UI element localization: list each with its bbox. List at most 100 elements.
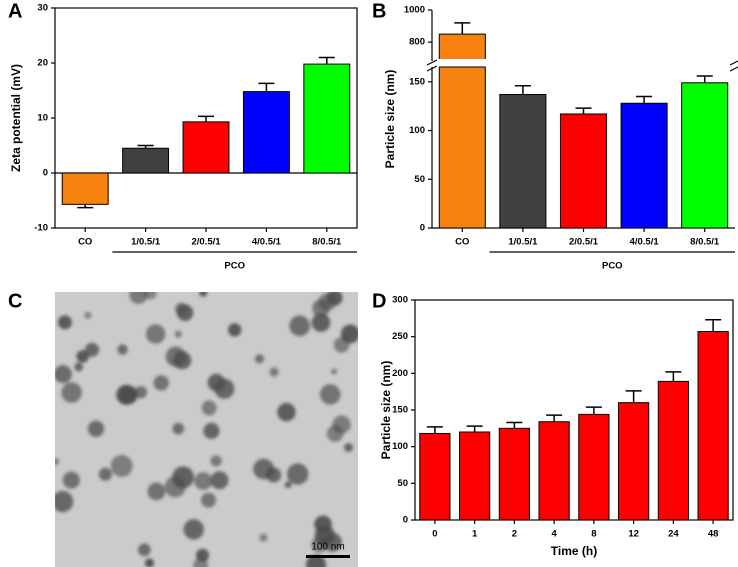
error-bar — [506, 421, 523, 429]
particle — [210, 455, 222, 467]
x-tick-label: 2 — [512, 529, 517, 540]
error-bar — [454, 22, 471, 35]
particle — [194, 472, 213, 490]
bar — [538, 421, 570, 521]
bar — [61, 172, 109, 205]
x-tick-label: 2/0.5/1 — [569, 237, 599, 248]
bar — [499, 93, 547, 229]
particle — [269, 367, 279, 377]
y-tick-label: 250 — [392, 331, 408, 342]
x-tick-label: CO — [455, 237, 469, 248]
bar-upper — [438, 33, 486, 62]
particle — [201, 492, 217, 508]
bar — [419, 432, 451, 521]
scale-bar-label: 100 nm — [311, 542, 344, 553]
axis-break — [729, 60, 738, 66]
y-axis-title: Zeta potential (mV) — [9, 64, 23, 172]
particle — [61, 382, 82, 403]
particle — [62, 471, 80, 489]
particle — [110, 454, 133, 477]
y-tick-label: 0 — [403, 515, 408, 526]
y-tick-label: 0 — [43, 168, 48, 179]
particle — [143, 292, 157, 300]
particle — [330, 368, 337, 375]
y-tick-label: 50 — [414, 174, 425, 185]
bar — [578, 413, 610, 521]
error-bar — [636, 95, 653, 104]
error-bar — [77, 204, 94, 209]
bar — [618, 402, 650, 521]
particle — [210, 471, 229, 490]
particle — [332, 415, 351, 434]
error-bar — [137, 144, 154, 149]
particle — [55, 458, 60, 466]
x-tick-label: 4/0.5/1 — [630, 237, 660, 248]
x-tick-label: CO — [78, 237, 92, 248]
particles — [55, 292, 358, 567]
x-tick-label: 8/0.5/1 — [690, 237, 720, 248]
y-tick-label: 0 — [420, 223, 425, 234]
error-bar — [705, 319, 722, 332]
x-tick-label: 48 — [708, 529, 719, 540]
x-tick-label: 4 — [551, 529, 557, 540]
particle — [277, 402, 296, 422]
particle — [147, 482, 166, 501]
x-tick-label: 2/0.5/1 — [191, 237, 221, 248]
particle — [134, 385, 148, 399]
particle — [116, 384, 137, 405]
error-bar — [318, 56, 335, 65]
particle — [227, 323, 242, 337]
y-tick-label: 100 — [392, 441, 408, 452]
particle — [172, 422, 185, 435]
group-label: PCO — [224, 261, 245, 272]
particle — [319, 384, 341, 405]
y-tick-label: 30 — [37, 3, 48, 14]
particle — [165, 346, 186, 367]
particle — [117, 344, 128, 355]
error-bar — [426, 426, 443, 434]
bar — [122, 147, 170, 174]
particle — [145, 324, 166, 344]
bar — [697, 331, 729, 521]
y-tick-label: 1000 — [404, 5, 425, 16]
y-axis-title: Particle size (nm) — [379, 361, 393, 460]
error-bar — [575, 107, 592, 114]
x-tick-label: 1/0.5/1 — [131, 237, 161, 248]
particle — [199, 292, 208, 297]
particle — [284, 481, 292, 489]
particle — [203, 422, 220, 439]
x-tick-label: 8/0.5/1 — [312, 237, 342, 248]
error-bar — [258, 82, 275, 92]
particle — [137, 543, 151, 557]
x-tick-label: 0 — [432, 529, 437, 540]
y-tick-label: 20 — [37, 58, 48, 69]
y-tick-label: 100 — [409, 125, 425, 136]
error-bar — [546, 414, 563, 422]
particle — [57, 315, 72, 330]
particle — [340, 324, 358, 344]
bar — [242, 91, 290, 174]
y-tick-label: 800 — [409, 37, 425, 48]
panel-label: B — [372, 0, 386, 22]
particle — [55, 490, 74, 513]
particle — [266, 467, 282, 483]
bar — [657, 380, 689, 521]
x-tick-label: 1/0.5/1 — [508, 237, 538, 248]
particle — [174, 330, 182, 338]
error-bar — [466, 425, 483, 432]
particle — [344, 442, 354, 452]
x-tick-label: 24 — [668, 529, 679, 540]
group-label: PCO — [602, 261, 623, 272]
bar — [303, 63, 351, 174]
axis-break — [426, 59, 438, 66]
break-gap — [438, 59, 487, 63]
bar — [182, 121, 230, 174]
axis-break — [426, 65, 438, 72]
error-bar — [198, 115, 214, 122]
error-bar — [665, 371, 682, 382]
particle — [259, 533, 268, 542]
error-bar — [514, 84, 531, 95]
panel-label: D — [372, 290, 386, 312]
particle — [214, 378, 235, 399]
